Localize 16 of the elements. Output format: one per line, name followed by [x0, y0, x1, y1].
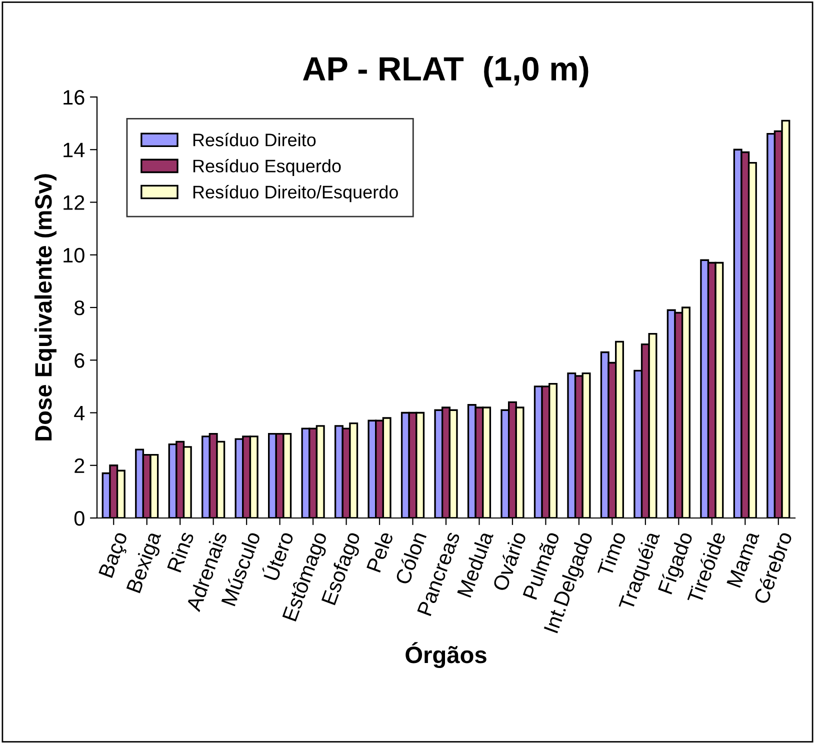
y-tick-label: 4 — [74, 406, 85, 420]
y-tick-label: 8 — [74, 300, 84, 316]
legend-label: Resíduo Esquerdo — [193, 158, 341, 176]
y-tick-label: 16 — [64, 90, 84, 105]
y-axis-title: Dose Equivalente (mSv) — [34, 174, 56, 440]
chart-title: AP - RLAT (1,0 m) — [302, 56, 588, 88]
x-tick-label: Pele — [366, 530, 394, 573]
legend-label: Resíduo Direito/Esquerdo — [193, 185, 398, 202]
y-tick-label: 14 — [64, 142, 85, 158]
y-tick-label: 6 — [74, 353, 84, 368]
y-tick-label: 10 — [64, 248, 84, 263]
legend-label: Resíduo Direito — [193, 132, 316, 146]
y-tick-label: 12 — [64, 195, 84, 210]
x-axis-title: Órgãos — [406, 642, 486, 668]
y-tick-label: 0 — [74, 511, 84, 526]
y-tick-label: 2 — [74, 458, 84, 473]
